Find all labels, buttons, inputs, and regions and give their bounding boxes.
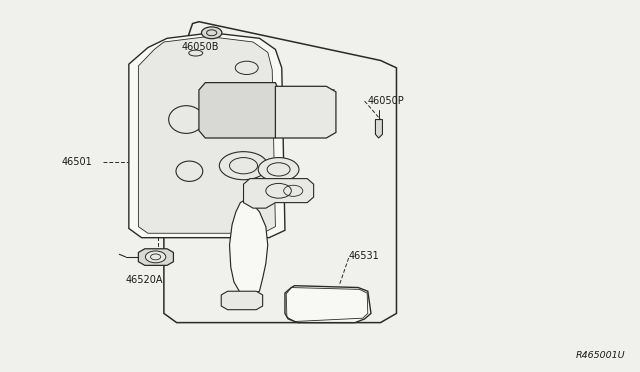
Polygon shape [138,36,275,233]
Circle shape [202,27,222,39]
Polygon shape [129,33,285,238]
Polygon shape [199,83,278,138]
Polygon shape [285,286,371,323]
Text: 46050P: 46050P [367,96,404,106]
Circle shape [258,158,299,181]
Text: 46531: 46531 [349,251,380,261]
Circle shape [220,152,268,180]
Polygon shape [275,86,336,138]
Polygon shape [376,119,383,138]
Text: 46050B: 46050B [182,42,220,52]
Polygon shape [244,179,314,208]
Circle shape [145,251,166,263]
Text: R465001U: R465001U [576,351,626,360]
Text: 46501: 46501 [62,157,93,167]
Polygon shape [221,291,262,310]
Text: 46520A: 46520A [125,275,163,285]
Polygon shape [138,249,173,265]
Polygon shape [230,201,268,295]
